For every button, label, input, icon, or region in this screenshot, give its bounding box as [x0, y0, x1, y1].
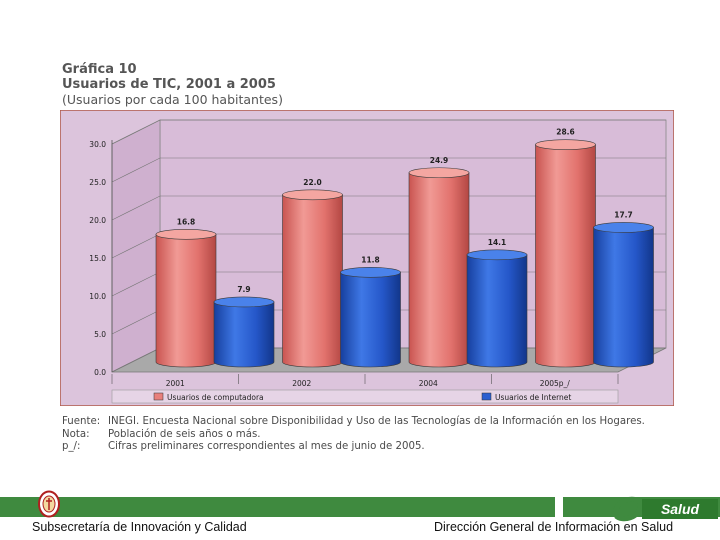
footer-left-text: Subsecretaría de Innovación y Calidad — [32, 520, 247, 534]
bar-computer-users: 22.0 — [282, 178, 343, 368]
legend-label: Usuarios de Internet — [495, 393, 571, 402]
y-axis-ticks: 30.0 25.0 20.0 15.0 10.0 5.0 0.0 — [89, 140, 113, 377]
figure-number: Gráfica 10 — [62, 62, 137, 77]
legend-box — [111, 389, 619, 404]
x-axis-labels: 2001 2002 2004 2005p_/ — [111, 374, 619, 388]
note-text: Cifras preliminares correspondientes al … — [108, 441, 425, 452]
chart-header: Gráfica 10 Usuarios de TIC, 2001 a 2005 … — [62, 62, 283, 107]
gridline — [111, 195, 666, 221]
figure-title: Usuarios de TIC, 2001 a 2005 — [62, 77, 276, 92]
data-label: 14.1 — [488, 238, 507, 247]
note-nota: Nota: Población de seis años o más. — [62, 429, 692, 442]
government-seal-icon — [38, 490, 60, 518]
y-tick-label: 5.0 — [94, 330, 106, 339]
legend: Usuarios de computadora Usuarios de Inter… — [111, 389, 619, 404]
legend-swatch — [481, 392, 492, 401]
bar-computer-users: 16.8 — [155, 217, 217, 368]
bar-body — [213, 301, 275, 368]
note-key: p_/: — [62, 441, 81, 452]
y-tick-label: 30.0 — [89, 140, 106, 149]
bar-top — [408, 167, 470, 179]
bar-computer-users: 28.6 — [535, 128, 596, 368]
note-text: Población de seis años o más. — [108, 428, 261, 440]
footer-bar-left — [0, 497, 555, 517]
bar-body — [282, 194, 343, 368]
y-tick-label: 15.0 — [89, 254, 106, 263]
bar-internet-users: 11.8 — [340, 255, 401, 368]
bar-computer-users: 24.9 — [408, 156, 470, 368]
notes-block: Fuente: INEGI. Encuesta Nacional sobre D… — [62, 416, 692, 454]
legend-swatch — [153, 392, 164, 401]
bar-chart: 30.0 25.0 20.0 15.0 10.0 5.0 0.0 16.8 7.9 22.0 11… — [60, 110, 674, 406]
note-preliminary: p_/: Cifras preliminares correspondiente… — [62, 441, 692, 454]
bar-body — [340, 272, 401, 368]
x-tick-label: 2004 — [419, 379, 438, 388]
bar-body — [466, 254, 528, 368]
bar-top — [466, 249, 528, 261]
data-label: 16.8 — [177, 217, 196, 226]
bar-top — [155, 229, 217, 240]
bar-top — [213, 296, 275, 308]
salud-logo-icon: Salud — [613, 496, 718, 522]
bar-top — [593, 222, 654, 233]
salud-logo-text: Salud — [661, 501, 700, 517]
data-label: 7.9 — [237, 285, 250, 294]
bar-top — [535, 139, 596, 150]
note-key: Fuente: — [62, 416, 101, 427]
note-source: Fuente: INEGI. Encuesta Nacional sobre D… — [62, 416, 692, 429]
legend-label: Usuarios de computadora — [167, 393, 264, 402]
footer-right-text: Dirección General de Información en Salu… — [434, 520, 674, 534]
bar-internet-users: 17.7 — [593, 210, 654, 368]
bars: 16.8 7.9 22.0 11.8 24.9 14.1 28.6 17.7 — [155, 128, 654, 368]
y-tick-label: 20.0 — [89, 216, 106, 225]
gridline — [111, 157, 666, 183]
data-label: 11.8 — [361, 255, 380, 264]
data-label: 17.7 — [614, 210, 633, 219]
y-tick-label: 10.0 — [89, 292, 106, 301]
bar-body — [593, 227, 654, 368]
y-tick-label: 0.0 — [94, 368, 106, 377]
note-text: INEGI. Encuesta Nacional sobre Disponibi… — [108, 416, 645, 427]
x-tick-label: 2005p_/ — [540, 379, 571, 388]
data-label: 22.0 — [303, 178, 322, 187]
figure-subtitle: (Usuarios por cada 100 habitantes) — [62, 92, 283, 107]
bar-internet-users: 7.9 — [213, 285, 275, 368]
y-tick-label: 25.0 — [89, 178, 106, 187]
bar-top — [340, 267, 401, 278]
data-label: 28.6 — [556, 128, 575, 137]
gridline — [111, 119, 666, 145]
bar-top — [282, 189, 343, 201]
data-label: 24.9 — [430, 156, 449, 165]
bar-internet-users: 14.1 — [466, 238, 528, 368]
bar-body — [155, 234, 217, 368]
bar-body — [408, 172, 470, 368]
x-tick-label: 2001 — [166, 379, 185, 388]
note-key: Nota: — [62, 428, 90, 440]
x-tick-label: 2002 — [292, 379, 311, 388]
bar-body — [535, 144, 596, 368]
